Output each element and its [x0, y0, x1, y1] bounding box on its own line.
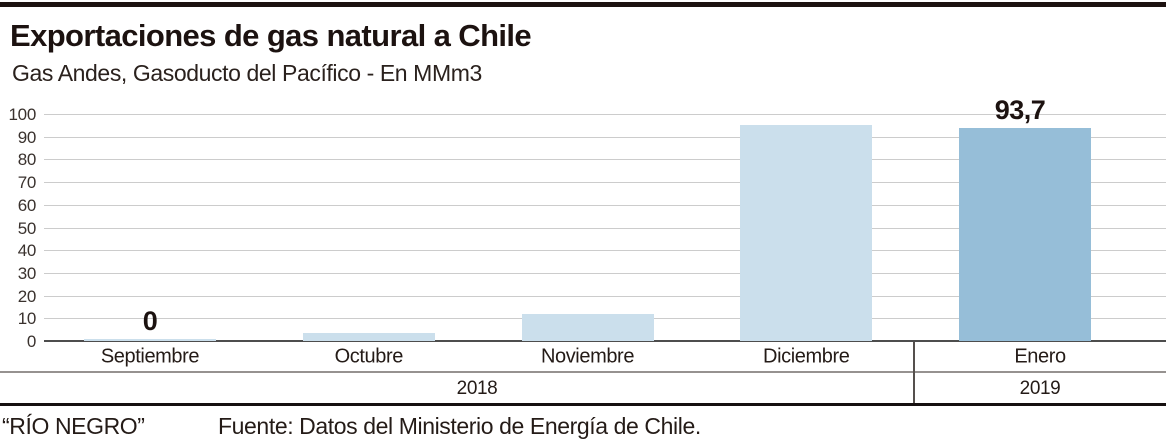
- y-tick-label-40: 40: [17, 241, 37, 261]
- gridline-y-100: [44, 114, 1166, 115]
- y-tick-label-20: 20: [17, 286, 37, 306]
- bottom-rule: [0, 403, 1166, 406]
- y-tick-label-30: 30: [17, 263, 37, 283]
- gridline-y-30: [44, 272, 1166, 274]
- x-axis-label-septiembre: Septiembre: [100, 345, 200, 367]
- y-tick-label-10: 10: [17, 309, 37, 329]
- gridline-y-20: [44, 295, 1166, 297]
- bar-noviembre: [521, 314, 654, 341]
- gridline-y-40: [44, 250, 1166, 252]
- y-tick-label-100: 100: [8, 105, 37, 124]
- x-axis-label-noviembre: Noviembre: [540, 345, 635, 367]
- bar-septiembre: [84, 339, 216, 341]
- y-tick-label-90: 90: [17, 127, 37, 147]
- year-column-divider-line: [913, 342, 915, 403]
- year-group-label-2018: 2018: [456, 377, 498, 399]
- y-tick-label-0: 0: [26, 332, 36, 351]
- source-attribution: Fuente: Datos del Ministerio de Energía …: [218, 413, 701, 439]
- y-tick-label-50: 50: [17, 218, 37, 238]
- bar-octubre: [302, 333, 435, 341]
- chart-title: Exportaciones de gas natural a Chile: [10, 18, 532, 53]
- x-axis-label-enero: Enero: [1014, 345, 1066, 367]
- gridline-y-70: [44, 182, 1166, 184]
- year-group-label-2019: 2019: [1019, 377, 1061, 399]
- chart-subtitle: Gas Andes, Gasoducto del Pacífico - En M…: [12, 60, 482, 86]
- gridline-y-90: [44, 136, 1166, 138]
- x-axis-label-diciembre: Diciembre: [763, 345, 850, 367]
- value-label-enero: 93,7: [994, 95, 1046, 125]
- y-tick-label-70: 70: [17, 173, 37, 193]
- x-axis-baseline: [44, 340, 1166, 342]
- x-axis-label-octubre: Octubre: [334, 345, 404, 367]
- y-tick-label-60: 60: [17, 195, 37, 215]
- top-rule: [0, 2, 1166, 7]
- month-year-separator-line: [0, 371, 1166, 373]
- bar-diciembre: [740, 125, 873, 341]
- bar-enero: [959, 128, 1091, 341]
- source-credit: “RÍO NEGRO”: [2, 413, 145, 439]
- gridline-y-50: [44, 227, 1166, 229]
- value-label-septiembre: 0: [142, 306, 158, 336]
- gridline-y-80: [44, 159, 1166, 161]
- y-tick-label-80: 80: [17, 150, 37, 170]
- gridline-y-60: [44, 204, 1166, 206]
